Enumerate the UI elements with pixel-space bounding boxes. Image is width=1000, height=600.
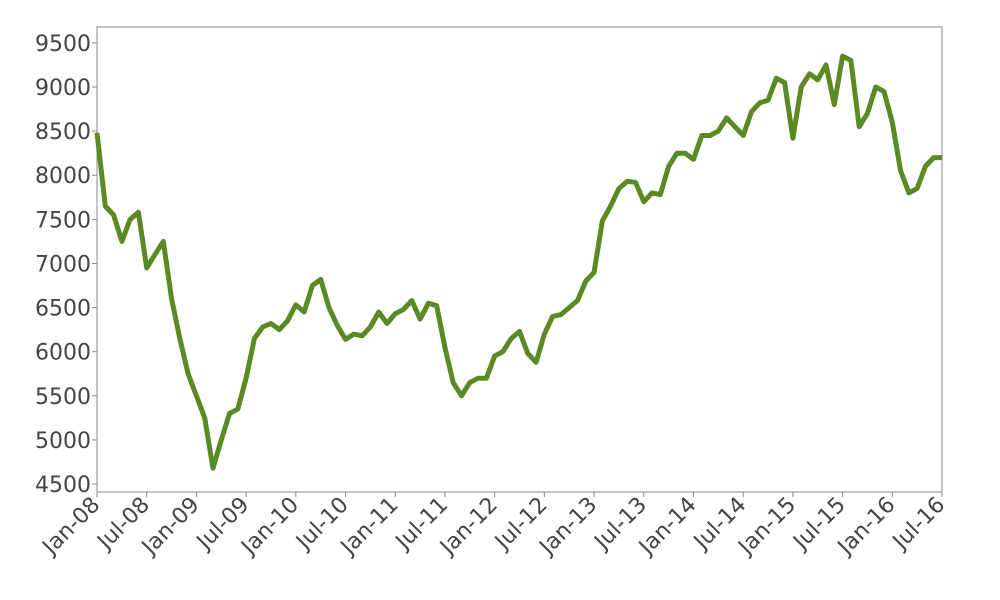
y-tick-label: 4500 bbox=[35, 473, 91, 498]
y-tick-label: 9500 bbox=[35, 32, 91, 57]
y-tick-label: 6500 bbox=[35, 297, 91, 322]
y-tick-label: 6000 bbox=[35, 341, 91, 366]
plot-frame bbox=[96, 26, 943, 493]
y-tick-label: 7500 bbox=[35, 208, 91, 233]
x-tick-label: Jul-16 bbox=[887, 493, 950, 556]
y-tick-label: 9000 bbox=[35, 76, 91, 101]
y-tick-label: 7000 bbox=[35, 252, 91, 277]
y-tick-label: 5500 bbox=[35, 385, 91, 410]
data-line bbox=[94, 53, 942, 471]
x-tick-label: Jan-08 bbox=[37, 493, 105, 561]
y-tick-label: 8000 bbox=[35, 164, 91, 189]
y-tick-label: 5000 bbox=[35, 429, 91, 454]
y-tick-label: 8500 bbox=[35, 120, 91, 145]
